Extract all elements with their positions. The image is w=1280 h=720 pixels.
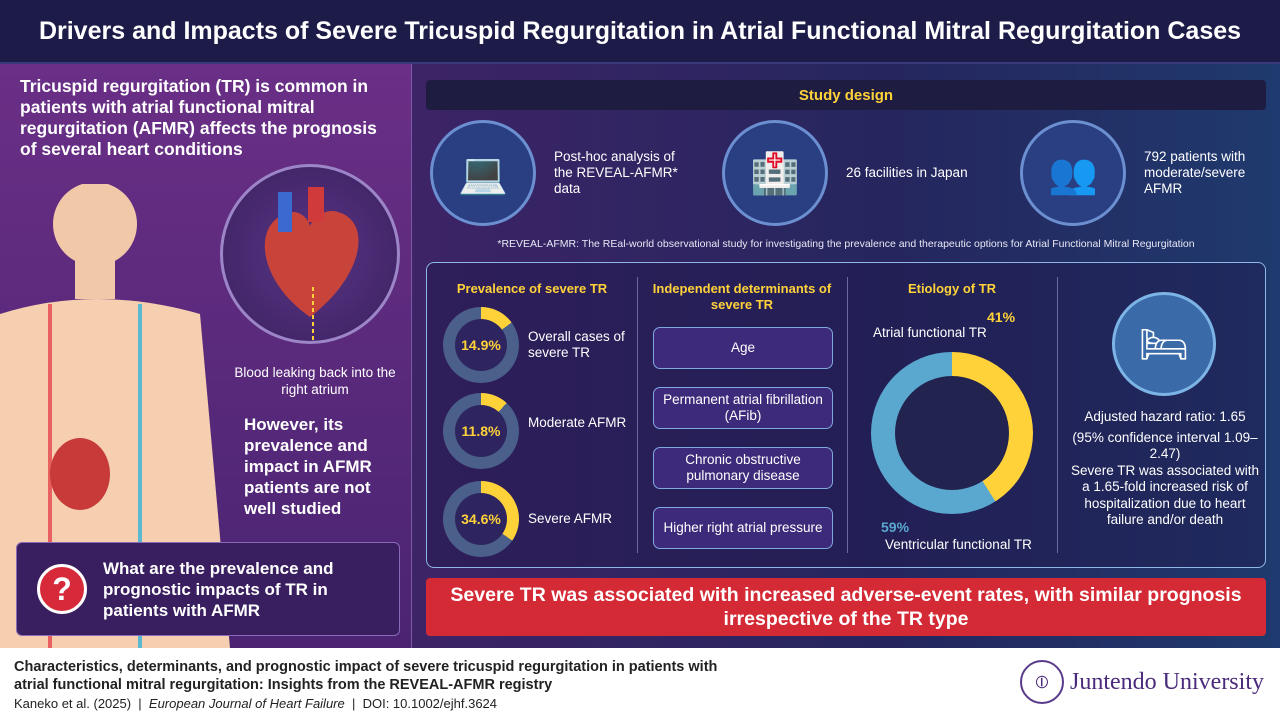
atrial-label: Atrial functional TR [873,325,987,340]
ventricular-label: Ventricular functional TR [885,537,1032,552]
doi-link[interactable]: DOI: 10.1002/ejhf.3624 [362,696,498,711]
patients-group-icon: 👥 [1020,120,1126,226]
hospital-icon: 🏥 [722,120,828,226]
results-panel: Prevalence of severe TR 14.9% Overall ca… [426,262,1266,568]
study-design-text: 792 patients with moderate/severe AFMR [1144,149,1246,196]
determinant-item: Chronic obstructive pulmonary disease [653,447,833,489]
determinants-header: Independent determinants of severe TR [652,281,832,312]
study-design-header: Study design [426,80,1266,110]
study-design-text: 26 facilities in Japan [846,165,968,180]
etiology-header: Etiology of TR [907,281,997,296]
ventricular-pct: 59% [881,519,910,535]
question-mark-icon: ? [37,564,87,614]
hospital-bed-patient-icon: 🛏 [1112,292,1216,396]
prevalence-donut: 11.8% [443,393,519,469]
donut-hole [895,376,1009,490]
prevalence-label: Severe AFMR [528,511,613,526]
intro-text: Tricuspid regurgitation (TR) is common i… [20,76,377,159]
infographic-body: Tricuspid regurgitation (TR) is common i… [0,64,1280,648]
paper-title: Characteristics, determinants, and progn… [14,659,718,693]
prevalence-label: Moderate AFMR [528,415,627,430]
confidence-interval: (95% confidence interval 1.09–2.47) [1072,429,1258,462]
leak-caption: Blood leaking back into the right atrium [234,365,396,397]
prevalence-donut: 14.9% [443,307,519,383]
etiology-donut [871,352,1033,514]
hazard-description: Severe TR was associated with a 1.65-fol… [1070,462,1260,528]
journal: European Journal of Heart Failure [148,696,345,711]
laptop-report-icon: 💻 [430,120,536,226]
research-question: ? What are the prevalence and prognostic… [16,542,400,636]
donut-label: 34.6% [455,493,507,545]
authors: Kaneko et al. (2025) [14,696,132,711]
prevalence-header: Prevalence of severe TR [456,281,608,296]
study-design-item: 💻 Post-hoc analysis of the REVEAL-AFMR* … [430,120,694,226]
heart-icon [264,187,359,342]
divider [637,277,638,553]
footnote: *REVEAL-AFMR: The REal-world observation… [497,238,1195,250]
study-design-item: 👥 792 patients with moderate/severe AFMR [1020,120,1280,226]
determinant-item: Higher right atrial pressure [653,507,833,549]
donut-label: 14.9% [455,319,507,371]
divider [847,277,848,553]
determinant-item: Age [653,327,833,369]
hazard-ratio: Adjusted hazard ratio: 1.65 [1084,409,1246,424]
page-title: Drivers and Impacts of Severe Tricuspid … [0,0,1280,64]
atrial-pct: 41% [987,309,1016,325]
however-text: However, its prevalence and impact in AF… [244,415,372,518]
university-name: Juntendo University [1070,668,1264,695]
prevalence-label: Overall cases of severe TR [528,329,625,360]
university-seal-icon: ⦶ [1020,660,1064,704]
hazard-result: Adjusted hazard ratio: 1.65 (95% confide… [1067,409,1263,529]
citation: Kaneko et al. (2025) | European Journal … [14,696,498,711]
footer: Characteristics, determinants, and progn… [0,648,1280,720]
divider [1057,277,1058,553]
donut-label: 11.8% [455,405,507,457]
determinant-item: Permanent atrial fibrillation (AFib) [653,387,833,429]
university-logo: ⦶ Juntendo University [1020,660,1264,704]
study-design-item: 🏥 26 facilities in Japan [722,120,986,226]
conclusion-banner: Severe TR was associated with increased … [426,578,1266,636]
study-design-text: Post-hoc analysis of the REVEAL-AFMR* da… [554,149,678,196]
question-text: What are the prevalence and prognostic i… [103,558,334,620]
left-panel: Tricuspid regurgitation (TR) is common i… [0,64,412,648]
prevalence-donut: 34.6% [443,481,519,557]
heart-illustration [220,164,400,344]
